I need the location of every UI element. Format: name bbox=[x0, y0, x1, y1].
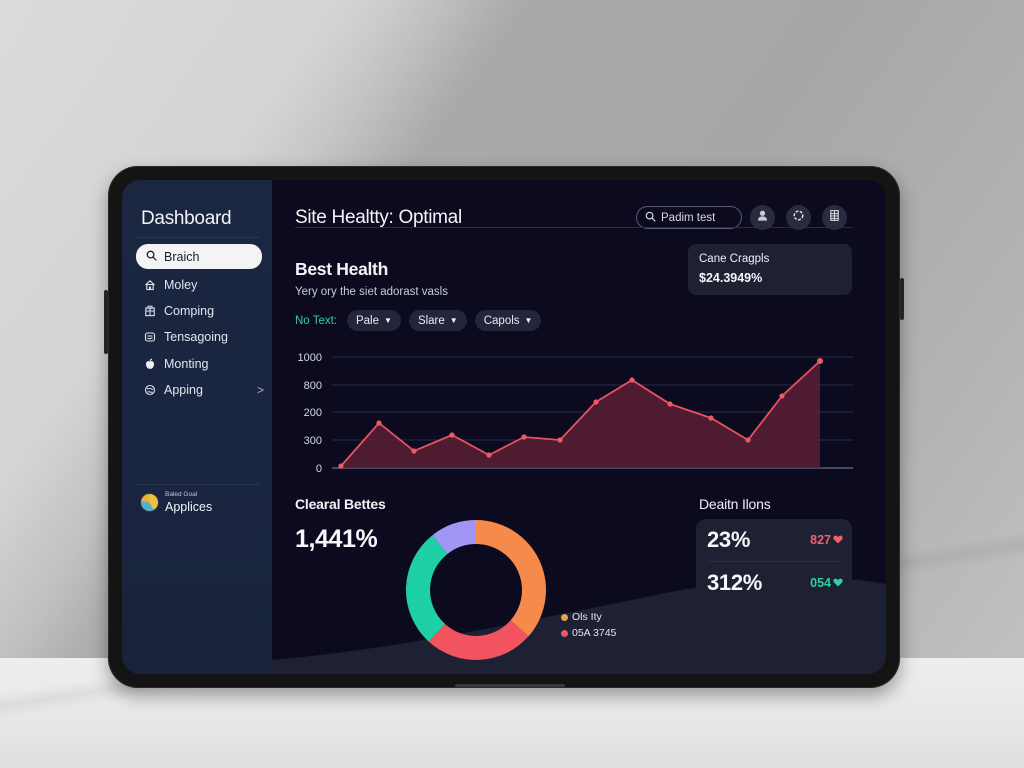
filter-option-label: Slare bbox=[417, 314, 445, 327]
sidebar-search-input[interactable]: Braich bbox=[136, 244, 262, 269]
stat-row: 312% 054 bbox=[707, 564, 843, 602]
filter-dropdown-pale[interactable]: Pale ▼ bbox=[346, 310, 401, 331]
filter-bar: No Text: Pale ▼ Slare ▼ Capols ▼ bbox=[295, 310, 542, 331]
y-axis-labels: 1000 800 200 300 0 bbox=[298, 352, 322, 475]
donut-segment-red bbox=[428, 620, 529, 660]
sidebar-item-comping[interactable]: Comping bbox=[144, 301, 266, 321]
stats-divider bbox=[707, 561, 841, 562]
data-points bbox=[338, 358, 823, 469]
stat-delta-value: 054 bbox=[810, 576, 831, 590]
app-caption: Baled Goal bbox=[165, 491, 198, 498]
device-side-button-left bbox=[104, 290, 108, 354]
stat-value: 312% bbox=[707, 570, 763, 595]
user-icon bbox=[756, 209, 769, 227]
filter-option-label: Pale bbox=[355, 314, 380, 327]
legend-label: 05A 3745 bbox=[572, 627, 617, 639]
y-tick: 1000 bbox=[298, 352, 322, 364]
tablet-device: Dashboard Braich Moley Comping bbox=[108, 166, 900, 688]
sidebar-divider bbox=[136, 484, 260, 485]
chevron-down-icon: ▼ bbox=[449, 316, 458, 325]
donut-chart bbox=[405, 520, 546, 660]
donut-segment-teal bbox=[405, 535, 448, 642]
stat-delta: 827 bbox=[810, 533, 843, 547]
donut-segment-orange bbox=[476, 520, 546, 637]
chevron-right-icon: > bbox=[256, 383, 264, 397]
sidebar-item-moley[interactable]: Moley bbox=[144, 275, 266, 295]
app-logo-icon bbox=[140, 493, 159, 512]
filter-option-label: Capols bbox=[483, 314, 520, 327]
legend-label: Ols Ity bbox=[572, 611, 602, 623]
filter-dropdown-capols[interactable]: Capols ▼ bbox=[474, 310, 542, 331]
area-fill bbox=[341, 361, 820, 468]
sidebar-title: Dashboard bbox=[141, 208, 232, 229]
app-name: Applices bbox=[165, 499, 213, 514]
donut-legend: Ols Ity 05A 3745 bbox=[561, 611, 616, 639]
refresh-button[interactable] bbox=[786, 205, 811, 230]
health-area-chart: 1000 800 200 300 0 bbox=[298, 352, 853, 475]
y-tick: 300 bbox=[304, 435, 322, 447]
search-icon bbox=[645, 211, 656, 225]
stat-delta: 054 bbox=[810, 576, 843, 590]
stats-card: 23% 827 312% 054 bbox=[696, 519, 852, 605]
y-tick: 800 bbox=[304, 380, 322, 392]
sidebar-item-apping[interactable]: Apping > bbox=[144, 380, 266, 400]
stat-value: 23% bbox=[707, 527, 751, 552]
sidebar-item-label: Moley bbox=[164, 278, 198, 292]
main-content: Site Healtty: Optimal Padim test bbox=[272, 180, 886, 674]
section-subtitle: Yery ory the siet adorast vasls bbox=[295, 286, 448, 298]
donut-section-value: 1,441% bbox=[295, 525, 378, 553]
sidebar-item-label: Monting bbox=[164, 357, 209, 371]
area-line bbox=[340, 360, 821, 467]
filter-label: No Text: bbox=[295, 314, 337, 327]
sidebar-divider bbox=[136, 237, 260, 238]
tablet-screen: Dashboard Braich Moley Comping bbox=[122, 180, 886, 674]
building-icon bbox=[144, 305, 156, 317]
globe-icon bbox=[144, 384, 156, 396]
y-tick: 200 bbox=[304, 407, 322, 419]
heart-icon bbox=[833, 533, 843, 547]
device-side-button-right bbox=[900, 278, 904, 320]
legend-dot-icon bbox=[561, 613, 568, 621]
refresh-icon bbox=[792, 209, 805, 227]
chevron-down-icon: ▼ bbox=[384, 316, 392, 325]
sidebar-item-tensagoing[interactable]: Tensagoing bbox=[144, 327, 266, 347]
sidebar: Dashboard Braich Moley Comping bbox=[122, 180, 272, 674]
sidebar-item-label: Comping bbox=[164, 304, 215, 318]
header-search-input[interactable]: Padim test bbox=[636, 206, 742, 229]
legend-item: Ols Ity bbox=[561, 611, 616, 623]
stats-section-title: Deaitn Ilons bbox=[699, 496, 771, 512]
y-tick: 0 bbox=[316, 463, 322, 475]
section-title: Best Health bbox=[295, 259, 388, 279]
sidebar-item-label: Tensagoing bbox=[164, 330, 228, 344]
legend-item: 05A 3745 bbox=[561, 627, 616, 639]
sidebar-item-monting[interactable]: Monting bbox=[144, 354, 266, 374]
chevron-down-icon: ▼ bbox=[524, 316, 533, 325]
donut-segment-violet bbox=[432, 520, 476, 554]
header-search-placeholder: Padim test bbox=[661, 211, 716, 224]
document-button[interactable] bbox=[822, 205, 847, 230]
page-title: Site Healtty: Optimal bbox=[295, 207, 462, 228]
document-icon bbox=[828, 209, 841, 227]
sidebar-search-value: Braich bbox=[164, 249, 200, 264]
user-button[interactable] bbox=[750, 205, 775, 230]
heart-icon bbox=[833, 576, 843, 590]
kpi-card: Cane Cragpls $24.3949% bbox=[688, 244, 852, 295]
sidebar-item-label: Apping bbox=[164, 383, 203, 397]
apple-icon bbox=[144, 358, 156, 370]
home-icon bbox=[144, 279, 156, 291]
inbox-icon bbox=[144, 331, 156, 343]
header-divider bbox=[295, 227, 853, 228]
kpi-value: $24.3949% bbox=[699, 271, 763, 285]
legend-dot-icon bbox=[561, 629, 568, 637]
kpi-label: Cane Cragpls bbox=[699, 253, 770, 265]
search-icon bbox=[146, 250, 157, 264]
app-switcher[interactable]: Baled Goal Applices bbox=[140, 491, 213, 514]
device-bottom-connector bbox=[455, 684, 565, 687]
filter-dropdown-slare[interactable]: Slare ▼ bbox=[408, 310, 467, 331]
donut-section-title: Clearal Bettes bbox=[295, 496, 386, 512]
stat-row: 23% 827 bbox=[707, 521, 843, 559]
stat-delta-value: 827 bbox=[810, 533, 831, 547]
